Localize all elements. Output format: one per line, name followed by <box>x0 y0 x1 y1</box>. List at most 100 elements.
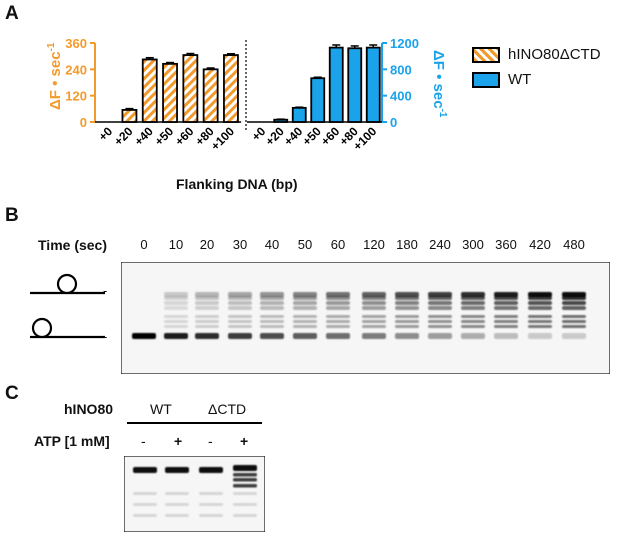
time-label: 480 <box>563 237 585 252</box>
gel-band <box>362 315 386 318</box>
gel-band <box>528 325 552 328</box>
time-label: 120 <box>363 237 385 252</box>
gel-band <box>362 320 386 323</box>
gel-band <box>326 325 350 328</box>
gel-band <box>395 333 419 339</box>
gel-band <box>293 320 317 323</box>
marker-dash-upper: - <box>103 283 108 298</box>
bar <box>273 118 289 123</box>
gel-band <box>228 292 252 297</box>
panel-label-a: A <box>5 3 19 24</box>
gel-band <box>260 292 284 297</box>
gel-band <box>228 333 252 339</box>
gel-band <box>461 320 485 323</box>
x-axis-label: Flanking DNA (bp) <box>176 176 298 192</box>
gel-band <box>293 315 317 318</box>
gel-band <box>165 514 189 517</box>
legend-label-dctd: hINO80ΔCTD <box>508 46 601 63</box>
gel-band <box>362 333 386 339</box>
gel-band <box>228 320 252 323</box>
gel-band <box>461 301 485 305</box>
gel-band <box>195 333 219 339</box>
nucleosome-cartoons <box>30 273 105 339</box>
gel-band <box>562 301 586 305</box>
gel-band <box>293 306 317 310</box>
gel-band <box>233 478 257 482</box>
gel-band <box>461 325 485 328</box>
gel-band <box>562 292 586 297</box>
y-tick-label: 800 <box>390 62 412 77</box>
gel-band <box>195 315 219 318</box>
gel-band <box>165 492 189 495</box>
bar <box>365 46 381 123</box>
gel-band <box>528 306 552 310</box>
gel-band <box>164 325 188 328</box>
time-label: 30 <box>232 237 248 252</box>
gel-band <box>165 467 189 473</box>
gel-band <box>528 296 552 300</box>
bar <box>162 62 178 123</box>
bar <box>202 68 219 123</box>
gel-band <box>326 333 350 339</box>
gel-band <box>199 467 223 473</box>
x-tick-label: +100 <box>208 124 237 153</box>
gel-band <box>133 492 157 495</box>
gel-band <box>233 473 257 477</box>
atp-mark-1: - <box>141 433 146 449</box>
gel-band <box>326 320 350 323</box>
y-axis-label-left: ΔF • sec-1 <box>46 42 64 110</box>
gel-band <box>233 484 257 488</box>
y-tick-label: 240 <box>65 62 87 77</box>
time-label: 360 <box>495 237 517 252</box>
group-label-dctd: ΔCTD <box>208 401 247 417</box>
gel-band <box>461 306 485 310</box>
group-label-wt: WT <box>150 401 172 417</box>
gel-band <box>428 301 452 305</box>
gel-band <box>461 292 485 297</box>
gel-band <box>133 503 157 506</box>
gel-band <box>132 333 156 339</box>
gel-band <box>260 315 284 318</box>
gel-band <box>293 325 317 328</box>
gel-image-c <box>124 456 265 532</box>
time-label: 40 <box>264 237 280 252</box>
gel-band <box>260 301 284 305</box>
time-label: 180 <box>396 237 418 252</box>
gel-band <box>494 301 518 305</box>
gel-band <box>494 296 518 300</box>
gel-band <box>233 503 257 506</box>
gel-band <box>562 306 586 310</box>
time-header: Time (sec) <box>38 237 107 253</box>
y-tick-label: 120 <box>65 89 87 104</box>
gel-band <box>562 320 586 323</box>
gel-band <box>260 333 284 339</box>
x-tick-label: +60 <box>172 124 197 149</box>
bar <box>310 77 326 123</box>
gel-band <box>195 292 219 297</box>
gel-band <box>195 325 219 328</box>
y-tick-label: 0 <box>390 115 397 130</box>
gel-band <box>428 315 452 318</box>
gel-band <box>293 292 317 297</box>
panel-label-b: B <box>5 205 19 226</box>
legend-label-wt: WT <box>508 71 532 88</box>
y-tick-label: 400 <box>390 89 412 104</box>
gel-band <box>395 301 419 305</box>
gel-image-b <box>121 262 610 374</box>
gel-band <box>164 315 188 318</box>
gel-band <box>260 296 284 300</box>
gel-band <box>494 325 518 328</box>
gel-band <box>326 296 350 300</box>
gel-band <box>199 514 223 517</box>
gel-band <box>326 292 350 297</box>
gel-band <box>199 492 223 495</box>
gel-band <box>260 320 284 323</box>
gel-band <box>528 320 552 323</box>
gel-band <box>494 292 518 297</box>
gel-band <box>326 306 350 310</box>
gel-band <box>494 306 518 310</box>
bar <box>328 46 344 123</box>
gel-band <box>362 296 386 300</box>
y-tick-label: 360 <box>65 36 87 51</box>
gel-band <box>494 333 518 339</box>
